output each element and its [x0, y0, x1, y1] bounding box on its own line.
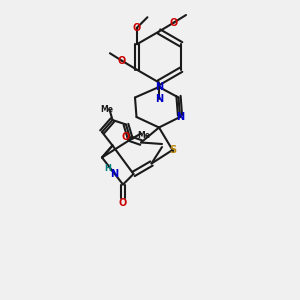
Text: O: O	[170, 17, 178, 28]
Text: N: N	[155, 82, 163, 92]
Text: Me: Me	[100, 105, 113, 114]
Text: S: S	[169, 145, 176, 155]
Text: Me: Me	[137, 130, 151, 140]
Text: N: N	[176, 112, 184, 122]
Text: O: O	[119, 197, 127, 208]
Text: N: N	[155, 94, 163, 104]
Text: O: O	[118, 56, 126, 66]
Text: O: O	[133, 23, 141, 33]
Text: O: O	[122, 131, 130, 142]
Text: N: N	[110, 169, 118, 179]
Text: H: H	[105, 164, 111, 172]
